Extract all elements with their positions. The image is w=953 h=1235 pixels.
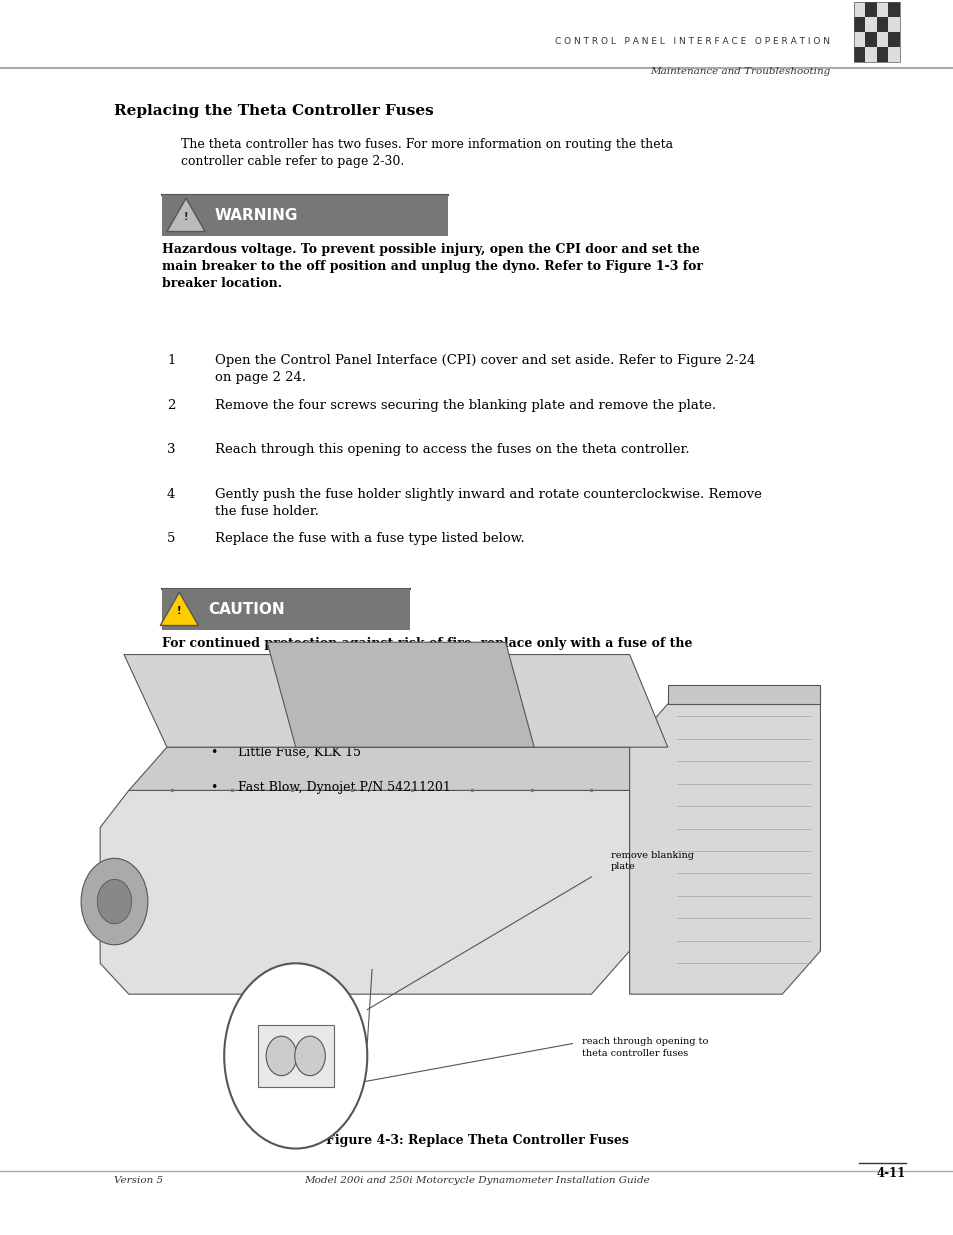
Bar <box>887 2 899 17</box>
Text: •: • <box>210 711 217 725</box>
Text: Fast Blow, Dynojet P/N 54211201: Fast Blow, Dynojet P/N 54211201 <box>238 781 451 794</box>
Circle shape <box>97 879 132 924</box>
FancyBboxPatch shape <box>114 825 905 1124</box>
Bar <box>864 2 876 17</box>
Text: remove blanking
plate: remove blanking plate <box>610 851 693 871</box>
Circle shape <box>81 858 148 945</box>
Bar <box>876 47 887 62</box>
Bar <box>853 2 899 62</box>
Text: For continued protection against risk of fire, replace only with a fuse of the
s: For continued protection against risk of… <box>162 637 692 667</box>
Text: Little Fuse, KLK 15: Little Fuse, KLK 15 <box>238 746 361 760</box>
Text: Remove the four screws securing the blanking plate and remove the plate.: Remove the four screws securing the blan… <box>214 399 715 412</box>
Text: Reach through this opening to access the fuses on the theta controller.: Reach through this opening to access the… <box>214 443 689 457</box>
Bar <box>864 32 876 47</box>
Text: 5: 5 <box>167 532 175 546</box>
Text: reach through opening to
theta controller fuses: reach through opening to theta controlle… <box>581 1037 707 1057</box>
Bar <box>864 17 876 32</box>
FancyBboxPatch shape <box>162 589 410 630</box>
Text: Maintenance and Troubleshooting: Maintenance and Troubleshooting <box>649 67 829 75</box>
Text: The theta controller has two fuses. For more information on routing the theta
co: The theta controller has two fuses. For … <box>181 138 673 168</box>
Text: !: ! <box>177 605 181 616</box>
Text: Replace the fuse with a fuse type listed below.: Replace the fuse with a fuse type listed… <box>214 532 524 546</box>
Polygon shape <box>629 704 820 994</box>
Text: Open the Control Panel Interface (CPI) cover and set aside. Refer to Figure 2-24: Open the Control Panel Interface (CPI) c… <box>214 354 754 384</box>
Text: 1: 1 <box>167 354 175 368</box>
Bar <box>853 47 864 62</box>
Bar <box>853 32 864 47</box>
Bar <box>853 17 864 32</box>
Bar <box>853 2 864 17</box>
Text: •: • <box>210 781 217 794</box>
Text: Replacing the Theta Controller Fuses: Replacing the Theta Controller Fuses <box>114 104 434 117</box>
Polygon shape <box>124 655 667 747</box>
Text: Version 5: Version 5 <box>114 1176 163 1184</box>
Text: C O N T R O L   P A N E L   I N T E R F A C E   O P E R A T I O N: C O N T R O L P A N E L I N T E R F A C … <box>555 37 829 46</box>
Bar <box>876 17 887 32</box>
Bar <box>887 47 899 62</box>
Bar <box>876 32 887 47</box>
Bar <box>876 2 887 17</box>
Text: 4-11: 4-11 <box>876 1167 905 1181</box>
Text: Buss P/N BAF-15, 15A Fuse: Buss P/N BAF-15, 15A Fuse <box>238 711 414 725</box>
FancyBboxPatch shape <box>257 1025 334 1087</box>
Polygon shape <box>160 593 198 626</box>
Text: Figure 4-3: Replace Theta Controller Fuses: Figure 4-3: Replace Theta Controller Fus… <box>325 1134 628 1147</box>
Bar <box>887 17 899 32</box>
Text: 4: 4 <box>167 488 175 501</box>
Text: •: • <box>210 746 217 760</box>
Polygon shape <box>100 790 629 994</box>
Bar <box>887 32 899 47</box>
Text: Model 200i and 250i Motorcycle Dynamometer Installation Guide: Model 200i and 250i Motorcycle Dynamomet… <box>304 1176 649 1184</box>
Text: WARNING: WARNING <box>214 207 297 224</box>
Circle shape <box>266 1036 296 1076</box>
Polygon shape <box>167 198 205 232</box>
Polygon shape <box>267 642 534 747</box>
Bar <box>864 47 876 62</box>
FancyBboxPatch shape <box>162 195 448 236</box>
Circle shape <box>294 1036 325 1076</box>
Text: 2: 2 <box>167 399 175 412</box>
Circle shape <box>224 963 367 1149</box>
Text: CAUTION: CAUTION <box>208 601 284 618</box>
Text: 3: 3 <box>167 443 175 457</box>
Text: Gently push the fuse holder slightly inward and rotate counterclockwise. Remove
: Gently push the fuse holder slightly inw… <box>214 488 760 517</box>
Text: Hazardous voltage. To prevent possible injury, open the CPI door and set the
mai: Hazardous voltage. To prevent possible i… <box>162 243 702 290</box>
Polygon shape <box>129 747 667 790</box>
Polygon shape <box>667 685 820 704</box>
Text: !: ! <box>184 211 188 222</box>
